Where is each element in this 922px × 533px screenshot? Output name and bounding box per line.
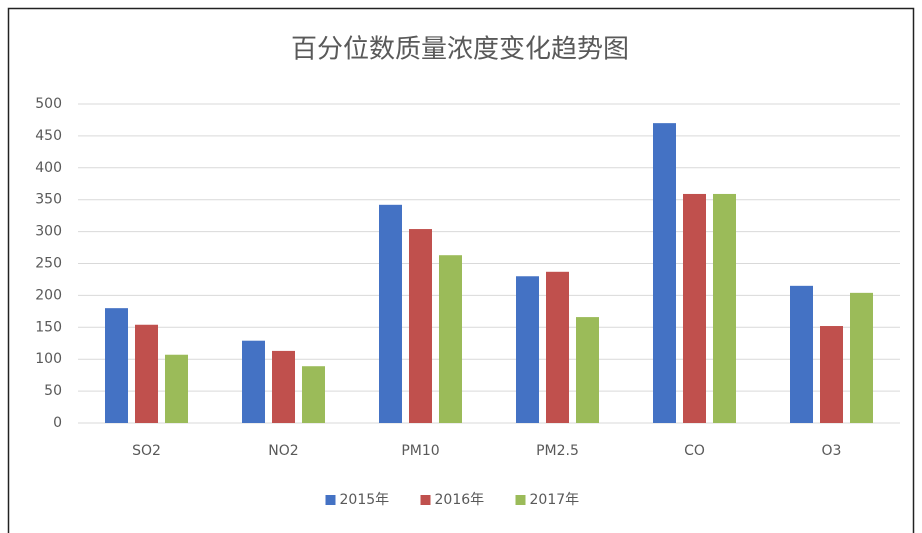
legend-swatch (420, 495, 431, 505)
y-tick-label: 350 (35, 192, 62, 208)
legend-label: 2015年 (340, 492, 390, 508)
bar (272, 350, 295, 423)
y-tick-label: 200 (35, 287, 62, 303)
bar (713, 193, 736, 423)
y-tick-label: 500 (35, 96, 62, 112)
bar (820, 326, 843, 423)
y-tick-label: 400 (35, 160, 62, 176)
bar (516, 276, 539, 423)
bar (105, 308, 128, 423)
legend-swatch (325, 495, 336, 505)
x-tick-label: PM10 (401, 443, 439, 459)
bar (683, 193, 706, 423)
legend-label: 2016年 (435, 492, 485, 508)
x-tick-label: NO2 (268, 443, 298, 459)
y-tick-label: 50 (44, 383, 62, 399)
bar (576, 317, 599, 423)
bar (546, 271, 569, 423)
bar (409, 229, 432, 423)
y-tick-label: 450 (35, 128, 62, 144)
x-tick-label: SO2 (132, 443, 161, 459)
bar (653, 123, 676, 423)
y-tick-label: 0 (53, 415, 62, 431)
bar (379, 204, 402, 423)
y-tick-label: 250 (35, 256, 62, 272)
y-tick-label: 100 (35, 351, 62, 367)
bar (790, 285, 813, 423)
chart-title: 百分位数质量浓度变化趋势图 (291, 35, 629, 65)
x-tick-label: O3 (822, 443, 842, 459)
bar (135, 324, 158, 423)
bar (165, 354, 188, 423)
x-tick-label: CO (684, 443, 705, 459)
y-tick-label: 300 (35, 224, 62, 240)
bar (850, 292, 873, 423)
x-tick-label: PM2.5 (536, 443, 579, 459)
legend-label: 2017年 (530, 492, 580, 508)
bar (302, 366, 325, 423)
legend-swatch (515, 495, 526, 505)
y-tick-label: 150 (35, 319, 62, 335)
bar (242, 340, 265, 423)
bar (439, 255, 462, 423)
